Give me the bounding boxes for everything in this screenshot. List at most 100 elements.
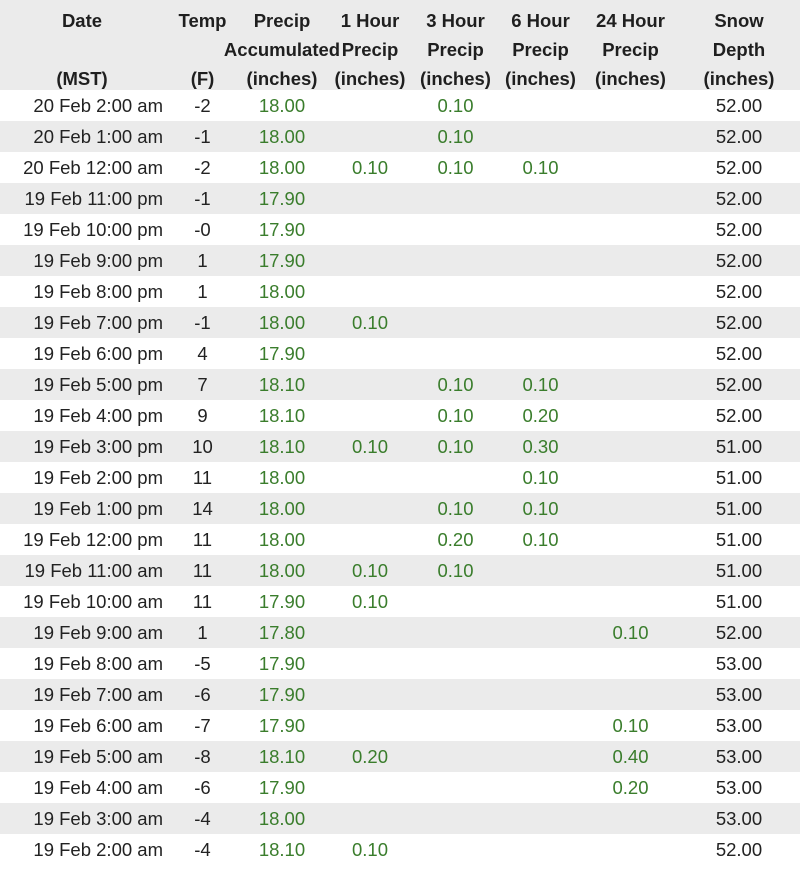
cell-precip-accumulated: 17.90 <box>258 591 306 612</box>
cell-3-hour-precip <box>413 741 498 772</box>
cell-date: 19 Feb 7:00 pm <box>33 312 163 333</box>
cell-temp: 9 <box>197 405 208 426</box>
column-header-snow-line3: (inches) <box>703 68 775 89</box>
cell-snow-depth: 53.00 <box>715 715 763 736</box>
column-header-p6-line1: 6 Hour <box>511 10 570 31</box>
column-header-p24-line1: 24 Hour <box>596 10 665 31</box>
column-header-snow-line1: Snow <box>714 10 764 31</box>
column-header-p24-line3: (inches) <box>595 68 666 89</box>
cell-precip-accumulated: 18.00 <box>258 529 306 550</box>
table-row: 19 Feb 2:00 pm 11 18.00 0.10 51.00 <box>0 462 800 493</box>
cell-1-hour-precip <box>327 462 413 493</box>
cell-6-hour-precip: 0.10 <box>522 374 559 395</box>
table-row: 19 Feb 9:00 am 1 17.80 0.10 52.00 <box>0 617 800 648</box>
cell-6-hour-precip: 0.30 <box>522 436 559 457</box>
cell-temp: -4 <box>194 839 211 860</box>
cell-24-hour-precip <box>583 586 678 617</box>
cell-1-hour-precip: 0.10 <box>351 560 388 581</box>
cell-24-hour-precip <box>583 307 678 338</box>
cell-snow-depth: 51.00 <box>715 467 763 488</box>
cell-24-hour-precip <box>583 152 678 183</box>
cell-1-hour-precip <box>327 183 413 214</box>
cell-snow-depth: 53.00 <box>715 653 763 674</box>
table-row: 19 Feb 11:00 pm -1 17.90 52.00 <box>0 183 800 214</box>
cell-precip-accumulated: 17.80 <box>258 622 306 643</box>
cell-3-hour-precip: 0.10 <box>437 560 474 581</box>
cell-1-hour-precip <box>327 400 413 431</box>
cell-6-hour-precip <box>498 617 583 648</box>
table-row: 19 Feb 6:00 pm 4 17.90 52.00 <box>0 338 800 369</box>
cell-temp: 1 <box>197 281 208 302</box>
cell-1-hour-precip <box>327 369 413 400</box>
cell-24-hour-precip <box>583 524 678 555</box>
cell-1-hour-precip: 0.20 <box>351 746 388 767</box>
cell-temp: 1 <box>197 622 208 643</box>
cell-24-hour-precip <box>583 245 678 276</box>
cell-1-hour-precip: 0.10 <box>351 157 388 178</box>
cell-3-hour-precip <box>413 338 498 369</box>
cell-precip-accumulated: 18.10 <box>258 839 306 860</box>
cell-6-hour-precip <box>498 214 583 245</box>
table-row: 19 Feb 3:00 am -4 18.00 53.00 <box>0 803 800 834</box>
cell-snow-depth: 52.00 <box>715 219 763 240</box>
cell-3-hour-precip: 0.10 <box>437 95 474 116</box>
cell-precip-accumulated: 18.00 <box>258 312 306 333</box>
cell-date: 20 Feb 12:00 am <box>23 157 163 178</box>
cell-3-hour-precip: 0.10 <box>437 498 474 519</box>
column-header-p6-line3: (inches) <box>505 68 576 89</box>
table-header-row: Date (MST) Temp (F) Precip Accumulated (… <box>0 0 800 90</box>
table-row: 20 Feb 1:00 am -1 18.00 0.10 52.00 <box>0 121 800 152</box>
column-header-3-hour-precip: 3 Hour Precip (inches) <box>413 0 498 90</box>
table-row: 19 Feb 2:00 am -4 18.10 0.10 52.00 <box>0 834 800 865</box>
cell-date: 20 Feb 1:00 am <box>33 126 163 147</box>
cell-precip-accumulated: 18.10 <box>258 405 306 426</box>
cell-temp: -1 <box>194 188 211 209</box>
column-header-temp: Temp (F) <box>168 0 237 90</box>
cell-3-hour-precip: 0.10 <box>437 374 474 395</box>
cell-snow-depth: 52.00 <box>715 95 763 116</box>
cell-6-hour-precip <box>498 586 583 617</box>
cell-6-hour-precip <box>498 772 583 803</box>
cell-precip-accumulated: 17.90 <box>258 250 306 271</box>
cell-temp: -2 <box>194 157 211 178</box>
column-header-precip-accumulated: Precip Accumulated (inches) <box>224 0 340 90</box>
column-header-acc-line1: Precip <box>253 10 311 31</box>
cell-6-hour-precip <box>498 648 583 679</box>
cell-precip-accumulated: 18.00 <box>258 498 306 519</box>
cell-3-hour-precip <box>413 803 498 834</box>
cell-24-hour-precip: 0.20 <box>612 777 649 798</box>
cell-precip-accumulated: 17.90 <box>258 343 306 364</box>
cell-date: 19 Feb 5:00 am <box>33 746 163 767</box>
cell-24-hour-precip <box>583 493 678 524</box>
cell-1-hour-precip <box>327 214 413 245</box>
cell-3-hour-precip <box>413 617 498 648</box>
column-header-snow-line2: Depth <box>712 39 766 60</box>
cell-3-hour-precip: 0.10 <box>437 126 474 147</box>
column-header-6-hour-precip: 6 Hour Precip (inches) <box>498 0 583 90</box>
column-header-date-line3: (MST) <box>56 68 108 89</box>
cell-precip-accumulated: 17.90 <box>258 777 306 798</box>
cell-snow-depth: 51.00 <box>715 498 763 519</box>
column-header-p3-line1: 3 Hour <box>426 10 485 31</box>
cell-1-hour-precip: 0.10 <box>351 436 388 457</box>
cell-snow-depth: 51.00 <box>715 591 763 612</box>
cell-6-hour-precip <box>498 90 583 121</box>
cell-1-hour-precip <box>327 803 413 834</box>
cell-3-hour-precip <box>413 276 498 307</box>
column-header-p1-line3: (inches) <box>334 68 406 89</box>
cell-6-hour-precip: 0.10 <box>522 498 559 519</box>
cell-6-hour-precip <box>498 307 583 338</box>
cell-date: 19 Feb 12:00 pm <box>23 529 163 550</box>
cell-date: 19 Feb 9:00 am <box>33 622 163 643</box>
column-header-date-line1: Date <box>61 10 103 31</box>
cell-snow-depth: 52.00 <box>715 374 763 395</box>
table-header: Date (MST) Temp (F) Precip Accumulated (… <box>0 0 800 90</box>
cell-precip-accumulated: 18.10 <box>258 374 306 395</box>
cell-precip-accumulated: 17.90 <box>258 684 306 705</box>
cell-precip-accumulated: 18.00 <box>258 95 306 116</box>
cell-precip-accumulated: 17.90 <box>258 653 306 674</box>
cell-date: 19 Feb 10:00 pm <box>23 219 163 240</box>
cell-3-hour-precip <box>413 183 498 214</box>
cell-1-hour-precip <box>327 648 413 679</box>
cell-date: 19 Feb 3:00 am <box>33 808 163 829</box>
